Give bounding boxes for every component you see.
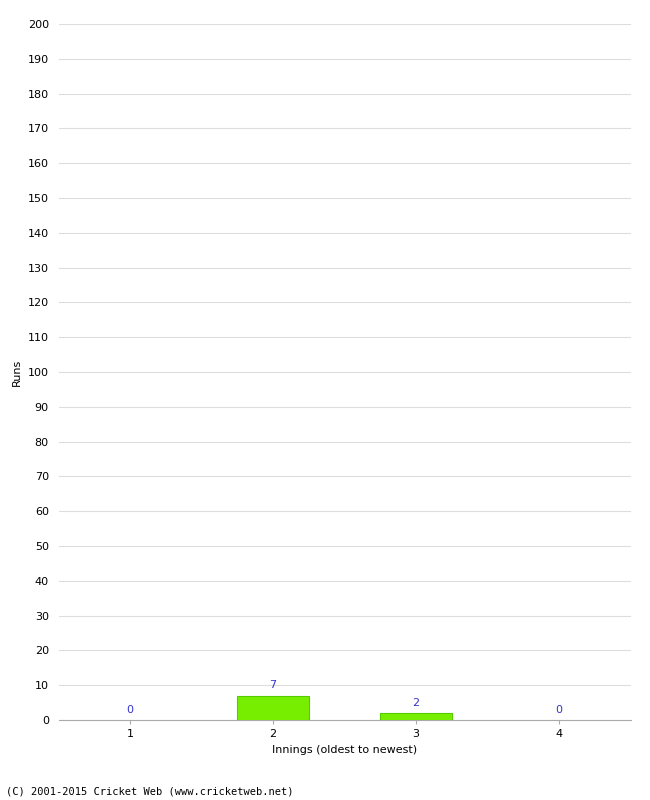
Text: 7: 7	[270, 681, 276, 690]
Bar	[237, 696, 309, 720]
Bar	[380, 713, 452, 720]
Text: (C) 2001-2015 Cricket Web (www.cricketweb.net): (C) 2001-2015 Cricket Web (www.cricketwe…	[6, 786, 294, 796]
Y-axis label: Runs: Runs	[12, 358, 22, 386]
X-axis label: Innings (oldest to newest): Innings (oldest to newest)	[272, 745, 417, 754]
Text: 2: 2	[413, 698, 419, 708]
Text: 0: 0	[556, 705, 562, 714]
Text: 0: 0	[127, 705, 133, 714]
